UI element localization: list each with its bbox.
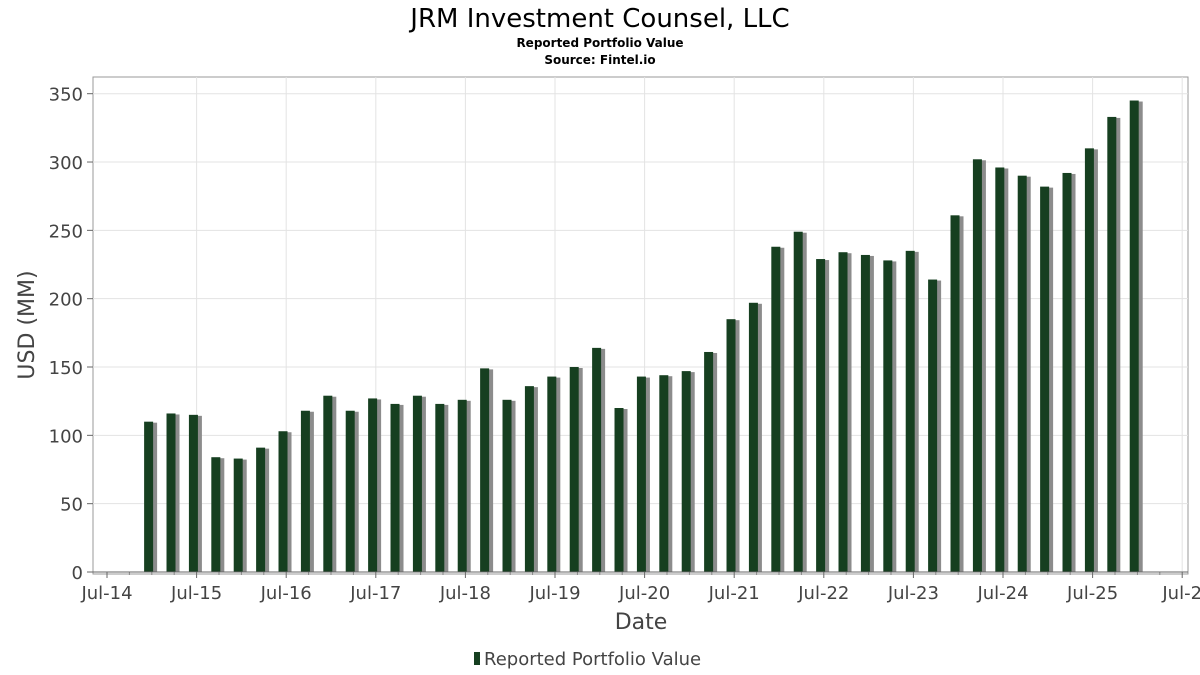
y-tick-label: 100 — [49, 426, 83, 447]
bar — [457, 399, 467, 572]
chart-subtitle: Reported Portfolio Value — [516, 36, 683, 50]
x-tick-label: Jul-18 — [439, 583, 491, 604]
bar — [592, 347, 602, 572]
bar — [838, 252, 848, 572]
bar — [502, 399, 512, 572]
bar — [256, 447, 266, 572]
x-tick-label: Jul-19 — [528, 583, 580, 604]
bar — [323, 395, 333, 572]
x-tick-label: Jul-20 — [618, 583, 670, 604]
bar — [211, 457, 221, 572]
bar — [1129, 100, 1139, 572]
x-tick-label: Jul-22 — [797, 583, 849, 604]
bar — [278, 431, 288, 572]
x-tick-label: Jul-25 — [1066, 583, 1118, 604]
bar — [883, 260, 893, 572]
y-tick-label: 0 — [72, 563, 83, 584]
bar — [435, 403, 445, 572]
bar — [1040, 186, 1050, 572]
bar — [950, 215, 960, 573]
x-tick-label: Jul-24 — [976, 583, 1028, 604]
y-tick-label: 50 — [60, 495, 83, 516]
bar — [233, 458, 243, 572]
bar — [368, 398, 378, 572]
bar — [748, 302, 758, 572]
bar — [905, 250, 915, 572]
legend: Reported Portfolio Value — [474, 649, 701, 670]
y-tick-label: 250 — [49, 221, 83, 242]
bar — [390, 403, 400, 572]
legend-label: Reported Portfolio Value — [484, 649, 701, 670]
y-tick-label: 300 — [49, 153, 83, 174]
x-tick-label: Jul-23 — [887, 583, 939, 604]
bar — [771, 246, 781, 572]
bar — [995, 167, 1005, 573]
chart-title: JRM Investment Counsel, LLC — [408, 4, 789, 34]
bar — [704, 351, 714, 572]
bar — [300, 410, 310, 572]
bar — [188, 414, 198, 572]
bar — [681, 371, 691, 572]
x-tick-label: Jul-14 — [80, 583, 132, 604]
y-tick-label: 150 — [49, 358, 83, 379]
bar — [816, 259, 826, 572]
x-tick-label: Jul-15 — [170, 583, 222, 604]
bar — [144, 421, 154, 572]
bars — [144, 100, 1143, 573]
x-axis: Jul-14 Jul-15 Jul-16 Jul-17 Jul-18 Jul-19 Jul-… — [80, 571, 1200, 604]
bar — [726, 319, 736, 572]
y-axis-label: USD (MM) — [15, 270, 40, 379]
legend-swatch — [474, 652, 480, 665]
bar — [614, 408, 624, 572]
bar — [793, 231, 803, 572]
bar — [166, 413, 176, 572]
bar — [659, 375, 669, 572]
bar — [412, 395, 422, 572]
y-axis: 0 50 100 150 200 250 300 350 — [49, 85, 93, 584]
bar — [547, 376, 557, 572]
y-tick-label: 350 — [49, 85, 83, 106]
chart-source: Source: Fintel.io — [544, 53, 655, 67]
bar — [569, 367, 579, 572]
bar — [972, 159, 982, 572]
x-tick-label: Jul-16 — [260, 583, 312, 604]
y-tick-label: 200 — [49, 290, 83, 311]
bar — [524, 386, 534, 572]
x-tick-label: Jul-2 — [1161, 583, 1200, 604]
bar — [636, 376, 646, 572]
x-tick-label: Jul-21 — [708, 583, 760, 604]
x-tick-label: Jul-17 — [349, 583, 401, 604]
bar — [1062, 172, 1072, 572]
bar — [928, 279, 938, 572]
bar — [345, 410, 355, 572]
bar — [1084, 148, 1094, 572]
x-axis-label: Date — [615, 610, 668, 635]
bar — [1107, 116, 1117, 572]
bar — [1017, 175, 1027, 572]
chart-header: JRM Investment Counsel, LLC Reported Por… — [408, 4, 789, 67]
bar — [480, 368, 490, 572]
bar — [860, 254, 870, 573]
